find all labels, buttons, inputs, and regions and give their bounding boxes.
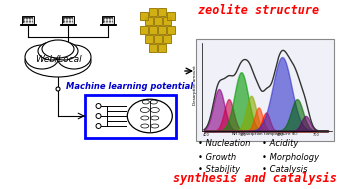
FancyBboxPatch shape [140,26,149,34]
Ellipse shape [127,99,172,133]
Text: • Nucleation: • Nucleation [198,139,250,149]
Text: synthesis and catalysis: synthesis and catalysis [173,172,337,185]
Ellipse shape [25,45,91,77]
Circle shape [56,87,60,91]
Ellipse shape [38,42,66,60]
FancyBboxPatch shape [102,16,114,24]
FancyBboxPatch shape [60,24,76,25]
Text: • Stability: • Stability [198,166,240,174]
FancyBboxPatch shape [140,12,149,20]
FancyBboxPatch shape [196,39,334,141]
Text: 700: 700 [313,132,320,136]
FancyBboxPatch shape [85,94,176,138]
Text: NH$_3$ desorption temperature (K): NH$_3$ desorption temperature (K) [231,130,299,138]
FancyBboxPatch shape [158,26,166,34]
Ellipse shape [25,45,59,69]
Text: 400: 400 [203,132,209,136]
Text: Machine learning potential: Machine learning potential [66,82,193,91]
FancyBboxPatch shape [20,24,36,25]
FancyBboxPatch shape [149,43,157,52]
FancyBboxPatch shape [103,17,113,23]
FancyBboxPatch shape [145,35,153,43]
FancyBboxPatch shape [149,8,157,16]
FancyBboxPatch shape [145,17,153,25]
Text: zeolite structure: zeolite structure [198,4,319,17]
Text: 500: 500 [240,132,246,136]
Text: 600: 600 [276,132,283,136]
FancyBboxPatch shape [62,16,74,24]
Ellipse shape [57,45,91,69]
Text: • Morphology: • Morphology [262,153,319,161]
FancyBboxPatch shape [23,17,33,23]
FancyBboxPatch shape [163,35,171,43]
Ellipse shape [42,40,74,58]
FancyBboxPatch shape [154,35,162,43]
FancyBboxPatch shape [154,17,162,25]
Ellipse shape [50,42,78,60]
Circle shape [96,114,101,119]
Text: Desorption amount: Desorption amount [193,65,197,105]
Text: • Catalysis: • Catalysis [262,166,307,174]
FancyBboxPatch shape [167,26,176,34]
FancyBboxPatch shape [100,24,116,25]
Circle shape [96,104,101,108]
FancyBboxPatch shape [158,43,166,52]
FancyBboxPatch shape [158,8,166,16]
FancyBboxPatch shape [22,16,34,24]
FancyBboxPatch shape [63,17,73,23]
Text: • Acidity: • Acidity [262,139,298,149]
Text: • Growth: • Growth [198,153,236,161]
Circle shape [96,123,101,129]
FancyBboxPatch shape [149,26,157,34]
FancyBboxPatch shape [167,12,176,20]
FancyBboxPatch shape [163,17,171,25]
Text: Web/Local: Web/Local [35,54,81,64]
